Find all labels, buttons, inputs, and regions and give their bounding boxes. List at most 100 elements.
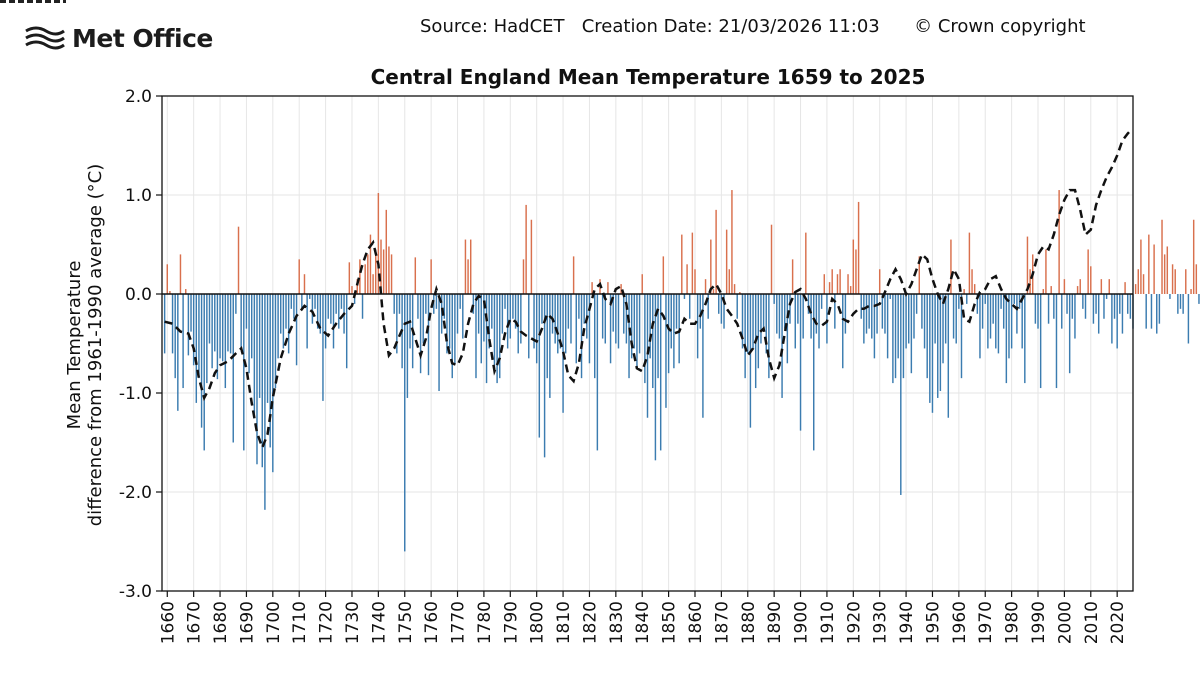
bar-1747 — [396, 294, 398, 354]
bar-1879 — [744, 294, 746, 379]
bar-1661 — [169, 291, 171, 294]
bar-1814 — [572, 256, 575, 294]
bar-1978 — [1005, 294, 1008, 384]
bar-1940 — [905, 294, 907, 349]
logo-text: Met Office — [72, 23, 213, 53]
bar-1743 — [385, 209, 388, 294]
source-line: Source: HadCET Creation Date: 21/03/2026… — [420, 16, 1086, 37]
bar-1865 — [707, 294, 709, 319]
bar-1690 — [245, 294, 248, 329]
bar-1999 — [1061, 294, 1063, 329]
bar-1790 — [509, 294, 512, 339]
bar-1843 — [649, 294, 651, 359]
bar-1798 — [530, 219, 533, 294]
bar-2045 — [1182, 294, 1184, 314]
x-tick-label: 2020 — [1108, 601, 1128, 644]
bar-1818 — [583, 294, 585, 324]
x-tick-label: 1960 — [950, 601, 970, 644]
creation-date-text: Creation Date: 21/03/2026 11:03 — [581, 16, 880, 37]
bar-1803 — [543, 294, 546, 458]
plot-frame — [161, 95, 1134, 592]
met-office-wave-icon — [25, 26, 65, 50]
bar-2043 — [1177, 294, 1179, 314]
bar-1717 — [316, 294, 319, 329]
bar-2040 — [1169, 294, 1171, 299]
x-tick-label: 1980 — [1003, 601, 1023, 644]
met-office-logo: Met Office — [24, 20, 213, 56]
bar-1980 — [1010, 294, 1013, 349]
bar-1899 — [797, 294, 799, 324]
bar-1759 — [427, 294, 430, 376]
bar-1683 — [227, 294, 229, 352]
bar-1688 — [240, 294, 242, 349]
bar-2000 — [1063, 279, 1066, 294]
bar-1766 — [446, 294, 448, 354]
bar-1939 — [902, 294, 905, 379]
bar-2021 — [1119, 294, 1121, 314]
bar-2050 — [1195, 264, 1198, 294]
bar-1731 — [353, 294, 356, 304]
bar-1965 — [971, 269, 973, 294]
bar-1821 — [591, 282, 593, 294]
bar-1838 — [636, 294, 638, 369]
bar-1906 — [815, 294, 818, 334]
bar-1764 — [440, 294, 443, 334]
x-axis-ticks: 1660 1670 1680 1690 1700 1710 1720 1730 1740 1750… — [158, 591, 1128, 644]
x-tick-label: 1920 — [844, 601, 864, 644]
bar-1673 — [200, 294, 203, 428]
bar-1851 — [670, 294, 672, 349]
bar-2042 — [1174, 269, 1176, 294]
bar-1741 — [380, 239, 382, 294]
y-axis-label-line2: difference from 1961-1990 average (°C) — [85, 164, 106, 527]
bar-1722 — [330, 294, 332, 324]
bar-1946 — [921, 294, 923, 329]
bar-1682 — [224, 294, 227, 389]
bar-1742 — [382, 249, 385, 294]
bar-1840 — [641, 274, 643, 294]
bar-1896 — [789, 294, 791, 324]
bar-1921 — [855, 249, 857, 294]
bar-1986 — [1026, 236, 1029, 294]
x-tick-label: 2000 — [1055, 601, 1075, 644]
bar-1859 — [691, 232, 694, 294]
bar-1763 — [438, 294, 440, 392]
bar-1971 — [987, 294, 989, 349]
bar-1875 — [733, 284, 736, 294]
bar-1796 — [525, 204, 527, 294]
bar-1667 — [185, 289, 187, 294]
bar-1916 — [842, 294, 844, 369]
x-tick-label: 1950 — [923, 601, 943, 644]
x-tick-label: 1830 — [607, 601, 627, 644]
bar-1823 — [596, 294, 599, 451]
bar-1745 — [390, 254, 393, 294]
bar-1907 — [818, 294, 820, 349]
bar-1869 — [718, 294, 720, 314]
bar-1932 — [884, 294, 886, 334]
bar-1664 — [177, 294, 179, 411]
bar-1927 — [871, 294, 873, 339]
bar-1785 — [496, 294, 498, 384]
bar-1670 — [192, 294, 195, 366]
bar-1800 — [535, 294, 538, 364]
bar-2051 — [1198, 294, 1200, 304]
bar-1684 — [229, 294, 232, 354]
bar-2028 — [1137, 269, 1140, 294]
bar-1715 — [311, 294, 314, 324]
bar-1792 — [514, 294, 517, 329]
bar-1958 — [952, 294, 955, 339]
bar-1698 — [266, 294, 269, 403]
bar-1862 — [699, 294, 701, 329]
bar-2025 — [1129, 294, 1132, 319]
bar-1912 — [831, 269, 833, 294]
bar-1970 — [984, 294, 986, 304]
x-tick-label: 1770 — [449, 601, 469, 644]
bar-1992 — [1042, 289, 1045, 294]
bar-1902 — [805, 232, 807, 294]
bar-1662 — [171, 294, 174, 354]
bar-1870 — [720, 294, 723, 324]
bar-1757 — [422, 294, 424, 344]
bar-1692 — [250, 294, 253, 359]
bar-1708 — [293, 294, 295, 319]
bar-1950 — [931, 294, 934, 413]
bar-1744 — [388, 246, 390, 294]
